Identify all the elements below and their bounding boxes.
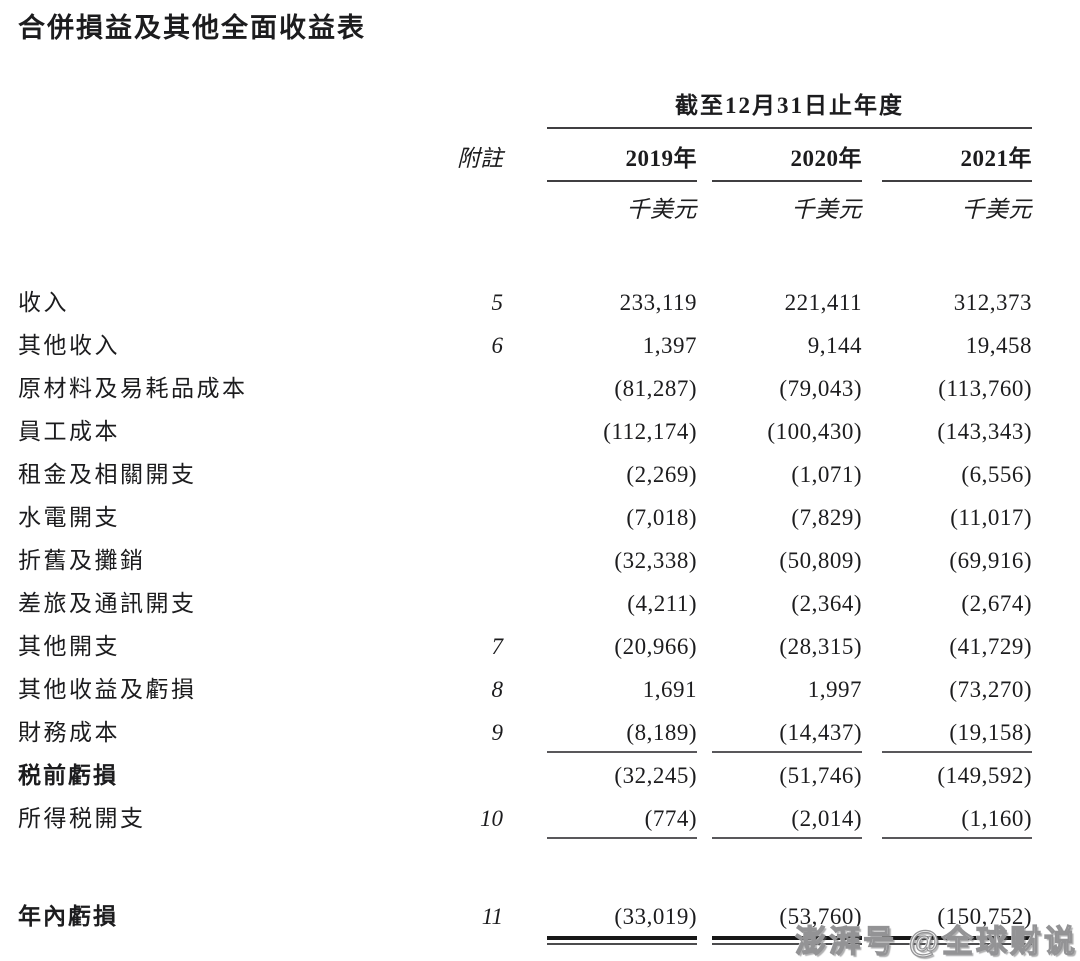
row-value-2019: (20,966)	[614, 634, 697, 659]
table-row: 折舊及攤銷 (32,338) (50,809) (69,916)	[18, 539, 1032, 582]
table-row: 收入 5 233,119 221,411 312,373	[18, 281, 1032, 324]
table-row: 年內虧損 11 (33,019) (53,760) (150,752)	[18, 895, 1032, 945]
row-value-2019: 1,397	[642, 333, 697, 358]
row-value-2021: (73,270)	[949, 677, 1032, 702]
table-row: 員工成本 (112,174) (100,430) (143,343)	[18, 410, 1032, 453]
row-value-2020: (51,746)	[779, 763, 862, 788]
row-label: 員工成本	[18, 419, 120, 444]
row-label: 其他收益及虧損	[18, 677, 197, 702]
row-note: 6	[491, 333, 504, 358]
row-value-2020: (2,364)	[791, 591, 862, 616]
row-note: 5	[491, 290, 504, 315]
row-label: 水電開支	[18, 505, 120, 530]
page-title: 合併損益及其他全面收益表	[18, 13, 366, 43]
row-value-2021: (41,729)	[949, 634, 1032, 659]
row-value-2021: (149,592)	[937, 763, 1032, 788]
row-note: 10	[480, 806, 503, 831]
year-header-2020: 2020年	[697, 145, 862, 182]
period-header-row: 截至12月31日止年度	[18, 92, 1032, 129]
row-value-2021: (143,343)	[937, 419, 1032, 444]
row-value-2020: 9,144	[807, 333, 862, 358]
row-label: 所得税開支	[18, 806, 146, 831]
period-header: 截至12月31日止年度	[547, 92, 1032, 129]
row-label: 折舊及攤銷	[18, 548, 146, 573]
row-value-2020: (2,014)	[697, 797, 862, 840]
table-row: 差旅及通訊開支 (4,211) (2,364) (2,674)	[18, 582, 1032, 625]
table-row: 水電開支 (7,018) (7,829) (11,017)	[18, 496, 1032, 539]
row-label: 年內虧損	[18, 903, 118, 929]
table-row: 税前虧損 (32,245) (51,746) (149,592)	[18, 754, 1032, 797]
year-header-2021: 2021年	[862, 145, 1032, 182]
row-value-2021: (1,160)	[862, 797, 1032, 840]
row-value-2019: (7,018)	[626, 505, 697, 530]
row-note: 8	[491, 677, 504, 702]
table-row: 租金及相關開支 (2,269) (1,071) (6,556)	[18, 453, 1032, 496]
watermark: 澎湃号 @全球财说	[795, 923, 1078, 959]
row-label: 其他開支	[18, 634, 120, 659]
note-column-header: 附註	[457, 146, 503, 171]
row-value-2020: 221,411	[784, 290, 862, 315]
row-value-2020: (53,760)	[697, 895, 862, 945]
row-value-2020: 1,997	[807, 677, 862, 702]
row-value-2021: 19,458	[965, 333, 1032, 358]
row-value-2021: (69,916)	[949, 548, 1032, 573]
row-value-2019: (8,189)	[503, 711, 697, 754]
table-row: 所得税開支 10 (774) (2,014) (1,160)	[18, 797, 1032, 840]
row-value-2020: (7,829)	[791, 505, 862, 530]
row-label: 收入	[18, 290, 69, 315]
table-body: 收入 5 233,119 221,411 312,373 其他收入 6 1,39…	[18, 281, 1080, 945]
row-label: 財務成本	[18, 720, 120, 745]
row-label: 差旅及通訊開支	[18, 591, 197, 616]
row-value-2019: (81,287)	[614, 376, 697, 401]
table-row: 原材料及易耗品成本 (81,287) (79,043) (113,760)	[18, 367, 1032, 410]
row-value-2019: (774)	[503, 797, 697, 840]
row-value-2019: (32,245)	[614, 763, 697, 788]
row-value-2020: (14,437)	[697, 711, 862, 754]
row-value-2020: (79,043)	[779, 376, 862, 401]
row-value-2020: (1,071)	[791, 462, 862, 487]
row-value-2019: (112,174)	[603, 419, 697, 444]
table-row: 其他收入 6 1,397 9,144 19,458	[18, 324, 1032, 367]
row-value-2021: (2,674)	[961, 591, 1032, 616]
row-value-2019: 233,119	[619, 290, 697, 315]
row-note: 11	[481, 904, 503, 929]
row-value-2019: 1,691	[642, 677, 697, 702]
row-value-2019: (32,338)	[614, 548, 697, 573]
row-label: 原材料及易耗品成本	[18, 376, 248, 401]
unit-row: 千美元 千美元 千美元	[18, 196, 1032, 224]
row-label: 税前虧損	[18, 762, 118, 788]
table-row: 其他開支 7 (20,966) (28,315) (41,729)	[18, 625, 1032, 668]
row-label: 其他收入	[18, 333, 120, 358]
row-value-2021: (150,752)	[862, 895, 1032, 945]
row-value-2020: (28,315)	[779, 634, 862, 659]
column-header-row: 附註 2019年 2020年 2021年	[18, 145, 1032, 182]
row-value-2020: (50,809)	[779, 548, 862, 573]
financial-statement-page: 合併損益及其他全面收益表 截至12月31日止年度 附註 2019年 2020年 …	[18, 13, 1080, 945]
row-note: 7	[491, 634, 504, 659]
row-note: 9	[491, 720, 504, 745]
year-header-2019: 2019年	[503, 145, 697, 182]
unit-label-2021: 千美元	[961, 197, 1032, 222]
row-value-2019: (33,019)	[503, 895, 697, 945]
table-row: 其他收益及虧損 8 1,691 1,997 (73,270)	[18, 668, 1032, 711]
row-value-2021: 312,373	[953, 290, 1032, 315]
row-value-2019: (2,269)	[626, 462, 697, 487]
row-value-2021: (19,158)	[862, 711, 1032, 754]
table-row: 財務成本 9 (8,189) (14,437) (19,158)	[18, 711, 1032, 754]
row-value-2021: (11,017)	[950, 505, 1032, 530]
row-label: 租金及相關開支	[18, 462, 197, 487]
unit-label-2020: 千美元	[791, 197, 862, 222]
row-value-2020: (100,430)	[767, 419, 862, 444]
row-value-2021: (113,760)	[938, 376, 1032, 401]
row-value-2019: (4,211)	[627, 591, 697, 616]
row-value-2021: (6,556)	[961, 462, 1032, 487]
unit-label-2019: 千美元	[626, 197, 697, 222]
